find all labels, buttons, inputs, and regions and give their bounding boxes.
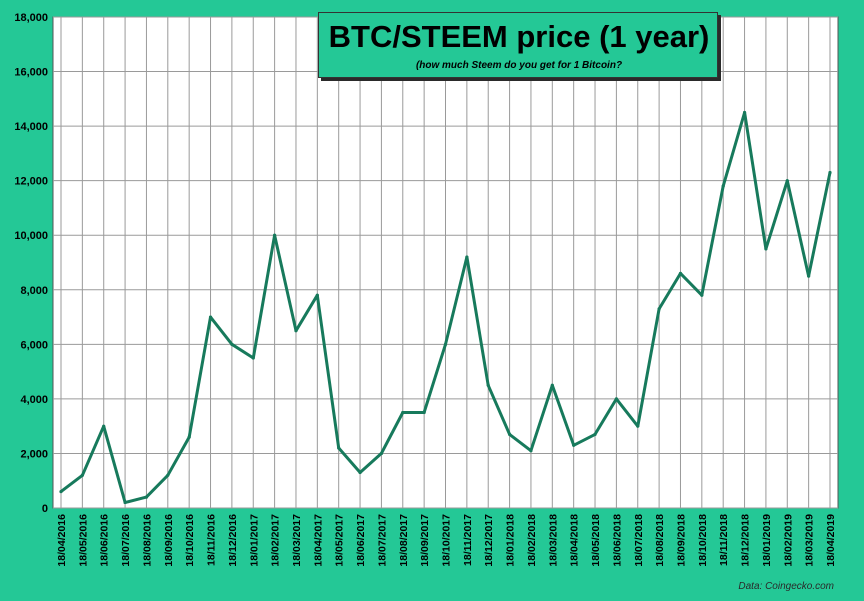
x-tick-label: 18/11/2018: [718, 514, 730, 566]
data-point: [294, 329, 298, 333]
data-point: [785, 179, 789, 183]
x-tick-label: 18/05/2018: [590, 514, 602, 567]
data-point: [166, 473, 170, 477]
x-tick-label: 18/08/2016: [141, 514, 153, 567]
x-tick-label: 18/11/2017: [462, 514, 474, 566]
data-point: [807, 274, 811, 278]
x-tick-label: 18/12/2016: [227, 514, 239, 567]
x-tick-label: 18/03/2017: [291, 514, 303, 567]
y-tick-label: 4,000: [20, 394, 48, 406]
x-tick-label: 18/02/2018: [526, 514, 538, 567]
data-point: [721, 184, 725, 188]
y-tick-label: 16,000: [14, 67, 48, 79]
data-point: [80, 473, 84, 477]
data-point: [486, 383, 490, 387]
x-tick-label: 18/05/2017: [334, 514, 346, 567]
x-tick-label: 18/08/2017: [398, 514, 410, 567]
data-point: [230, 342, 234, 346]
x-tick-label: 18/04/2018: [569, 514, 581, 567]
data-point: [273, 233, 277, 237]
data-point: [208, 315, 213, 319]
data-point: [251, 356, 255, 360]
y-tick-label: 12,000: [14, 176, 48, 188]
data-point: [315, 293, 319, 297]
data-point: [657, 307, 661, 311]
data-point: [358, 470, 362, 475]
x-tick-label: 18/06/2017: [355, 514, 367, 567]
x-tick-label: 18/04/2016: [56, 514, 68, 567]
data-point: [764, 247, 768, 251]
x-tick-label: 18/02/2017: [270, 514, 282, 567]
x-tick-label: 18/03/2018: [547, 514, 559, 567]
y-tick-label: 0: [42, 503, 48, 515]
title-box: BTC/STEEM price (1 year) (how much Steem…: [318, 12, 718, 78]
x-tick-label: 18/09/2016: [163, 514, 175, 567]
y-tick-label: 8,000: [20, 285, 48, 297]
x-tick-label: 18/06/2016: [99, 514, 111, 567]
data-point: [187, 435, 191, 439]
data-point: [828, 170, 832, 175]
x-tick-label: 18/02/2019: [782, 514, 794, 567]
data-point: [59, 490, 63, 494]
x-tick-label: 18/05/2016: [77, 514, 89, 567]
data-point: [465, 255, 469, 259]
data-point: [614, 397, 618, 401]
x-tick-label: 18/01/2018: [505, 514, 517, 567]
y-axis-ticks: 0 2,000 4,000 6,000 8,000 10,000 12,000 14,000 1…: [14, 12, 48, 515]
x-tick-label: 18/12/2017: [483, 514, 495, 567]
x-tick-label: 18/09/2017: [419, 514, 431, 567]
y-tick-label: 6,000: [20, 339, 48, 351]
x-tick-label: 18/09/2018: [675, 514, 687, 567]
data-point: [742, 110, 747, 115]
x-tick-label: 18/10/2016: [184, 514, 196, 567]
data-point: [572, 443, 576, 447]
data-point: [700, 293, 704, 297]
data-point: [422, 410, 426, 415]
x-tick-label: 18/07/2018: [633, 514, 645, 567]
data-point: [507, 432, 512, 436]
x-tick-label: 18/10/2017: [441, 514, 453, 567]
x-tick-label: 18/01/2017: [248, 514, 260, 567]
x-tick-label: 18/06/2018: [611, 514, 623, 567]
x-tick-label: 18/12/2018: [740, 514, 752, 567]
data-point: [123, 500, 127, 505]
x-tick-label: 18/01/2019: [761, 514, 773, 567]
x-tick-label: 18/11/2016: [206, 514, 218, 566]
y-tick-label: 18,000: [14, 12, 48, 24]
data-point: [401, 410, 405, 415]
x-tick-label: 18/10/2018: [697, 514, 709, 567]
x-tick-label: 18/08/2018: [654, 514, 666, 567]
x-tick-label: 18/04/2017: [312, 514, 324, 567]
chart-title: BTC/STEEM price (1 year): [328, 19, 710, 54]
data-point: [443, 342, 448, 346]
data-point: [144, 495, 149, 499]
data-point: [550, 383, 554, 387]
data-source-credit: Data: Coingecko.com: [738, 581, 834, 592]
data-point: [379, 451, 384, 456]
x-tick-label: 18/03/2019: [804, 514, 816, 567]
x-tick-label: 18/04/2019: [825, 514, 837, 567]
data-point: [337, 446, 341, 450]
chart-subtitle: (how much Steem do you get for 1 Bitcoin…: [415, 60, 623, 71]
data-point: [593, 432, 597, 436]
y-tick-label: 2,000: [20, 448, 48, 460]
data-point: [678, 271, 683, 276]
x-axis-ticks: 18/04/2016 18/05/2016 18/06/2016 18/07/2016…: [56, 514, 837, 567]
data-point: [529, 449, 533, 453]
x-tick-label: 18/07/2016: [120, 514, 132, 567]
y-tick-label: 14,000: [14, 121, 48, 133]
data-point: [102, 424, 106, 428]
y-tick-label: 10,000: [14, 230, 48, 242]
data-point: [636, 424, 640, 428]
x-tick-label: 18/07/2017: [376, 514, 388, 567]
